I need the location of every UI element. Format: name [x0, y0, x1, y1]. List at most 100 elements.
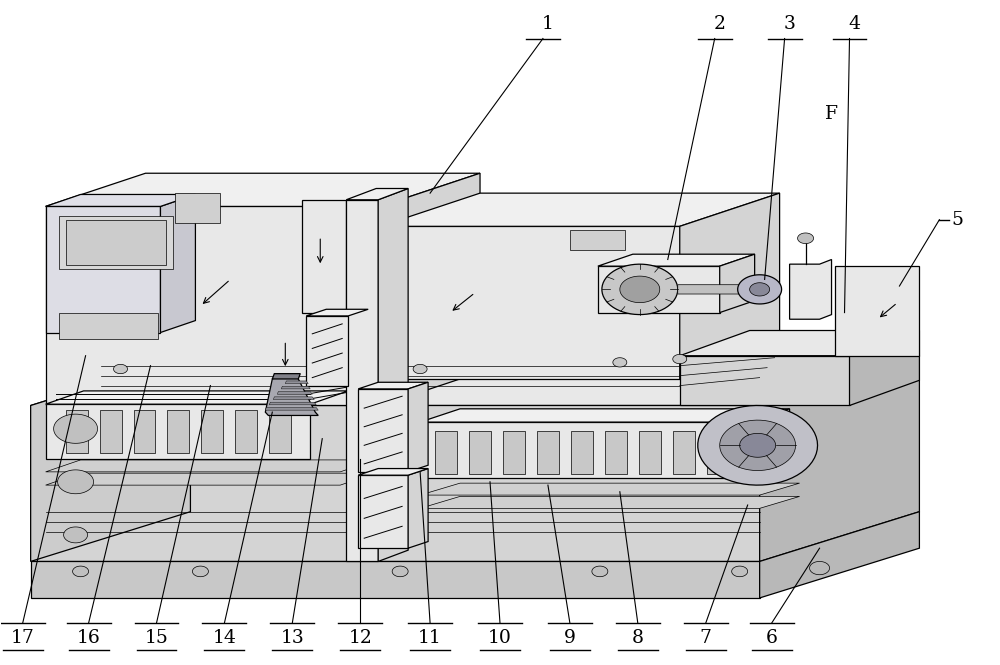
Bar: [59, 216, 173, 269]
Polygon shape: [740, 434, 776, 458]
Bar: [435, 431, 457, 474]
Polygon shape: [598, 254, 755, 266]
Polygon shape: [358, 382, 428, 389]
Polygon shape: [346, 188, 408, 200]
Polygon shape: [46, 473, 375, 485]
Polygon shape: [306, 316, 348, 386]
Polygon shape: [380, 193, 780, 226]
Bar: [167, 410, 189, 454]
Bar: [673, 431, 695, 474]
Bar: [66, 220, 166, 265]
Polygon shape: [680, 356, 850, 406]
Polygon shape: [798, 233, 814, 243]
Polygon shape: [420, 483, 800, 495]
Polygon shape: [31, 356, 919, 406]
Polygon shape: [46, 404, 310, 459]
Polygon shape: [408, 382, 428, 472]
Polygon shape: [265, 376, 318, 416]
Polygon shape: [835, 266, 919, 356]
Polygon shape: [420, 409, 790, 422]
Polygon shape: [272, 374, 300, 379]
Polygon shape: [46, 391, 348, 404]
Polygon shape: [46, 460, 375, 472]
Polygon shape: [46, 206, 380, 406]
Text: 14: 14: [212, 629, 236, 647]
Polygon shape: [602, 264, 678, 315]
Polygon shape: [54, 414, 98, 444]
Polygon shape: [698, 406, 818, 485]
Polygon shape: [750, 283, 770, 296]
Polygon shape: [277, 392, 312, 394]
Bar: [269, 410, 291, 454]
Polygon shape: [392, 566, 408, 577]
Polygon shape: [413, 364, 427, 374]
Polygon shape: [192, 566, 208, 577]
Bar: [235, 410, 257, 454]
Text: 7: 7: [700, 629, 712, 647]
Text: 5: 5: [951, 211, 963, 229]
Polygon shape: [358, 475, 408, 548]
Polygon shape: [64, 527, 88, 543]
Bar: [605, 431, 627, 474]
Polygon shape: [273, 397, 314, 400]
Bar: [537, 431, 559, 474]
Polygon shape: [680, 193, 780, 379]
Polygon shape: [720, 420, 796, 471]
Polygon shape: [46, 174, 480, 206]
Bar: [707, 431, 729, 474]
Polygon shape: [160, 194, 195, 332]
Text: 15: 15: [145, 629, 168, 647]
Polygon shape: [592, 566, 608, 577]
Text: 6: 6: [766, 629, 778, 647]
Text: 2: 2: [714, 15, 726, 33]
Polygon shape: [598, 266, 720, 313]
Bar: [100, 410, 122, 454]
Polygon shape: [114, 364, 128, 374]
Polygon shape: [380, 174, 480, 406]
Bar: [134, 410, 155, 454]
Polygon shape: [302, 200, 346, 313]
Text: 4: 4: [849, 15, 861, 33]
Polygon shape: [31, 561, 760, 598]
Bar: [571, 431, 593, 474]
Polygon shape: [358, 389, 408, 472]
Polygon shape: [380, 226, 680, 379]
Bar: [469, 431, 491, 474]
Text: 1: 1: [542, 15, 554, 33]
Text: 17: 17: [11, 629, 35, 647]
Text: 3: 3: [784, 15, 796, 33]
Bar: [503, 431, 525, 474]
Polygon shape: [420, 496, 800, 508]
Polygon shape: [269, 402, 316, 405]
Polygon shape: [408, 469, 428, 548]
Polygon shape: [738, 275, 782, 304]
Text: 11: 11: [418, 629, 442, 647]
Polygon shape: [790, 259, 832, 319]
Polygon shape: [673, 354, 687, 364]
Polygon shape: [358, 469, 428, 475]
Polygon shape: [613, 358, 627, 367]
Polygon shape: [732, 566, 748, 577]
Polygon shape: [46, 206, 160, 332]
Bar: [66, 410, 88, 454]
Text: 10: 10: [488, 629, 512, 647]
Text: 16: 16: [77, 629, 100, 647]
Polygon shape: [760, 511, 919, 598]
Bar: [639, 431, 661, 474]
Polygon shape: [810, 561, 830, 575]
Polygon shape: [680, 331, 919, 356]
Text: 12: 12: [348, 629, 372, 647]
Text: 8: 8: [632, 629, 644, 647]
Polygon shape: [285, 381, 308, 384]
Polygon shape: [281, 386, 310, 389]
Polygon shape: [46, 194, 195, 206]
Polygon shape: [31, 406, 760, 561]
Polygon shape: [620, 276, 660, 303]
Polygon shape: [31, 356, 190, 561]
Bar: [570, 229, 625, 249]
Polygon shape: [678, 285, 770, 294]
Text: 13: 13: [280, 629, 304, 647]
Polygon shape: [850, 331, 919, 406]
Polygon shape: [265, 408, 318, 410]
Polygon shape: [750, 409, 790, 479]
